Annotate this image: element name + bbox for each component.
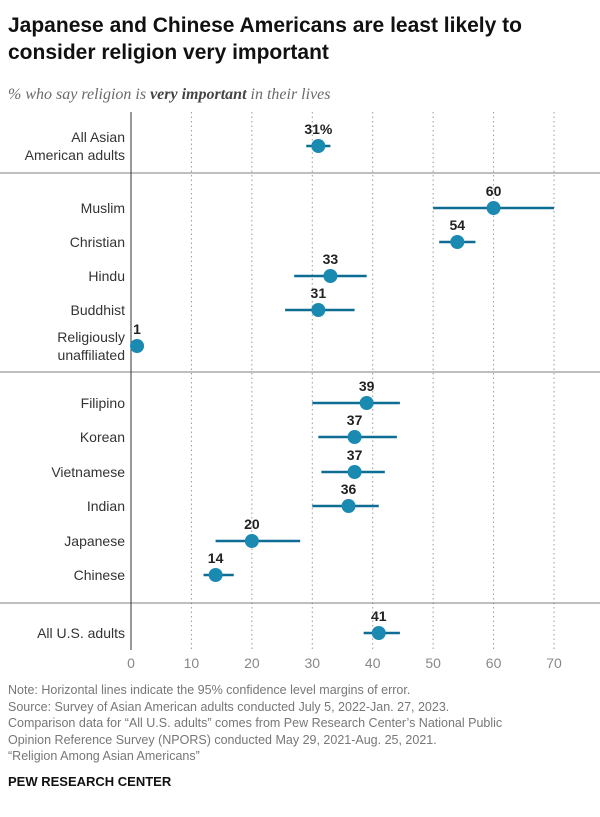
data-label: 14 [208, 550, 224, 566]
category-label-line: unaffiliated [58, 347, 125, 363]
category-label-line: Korean [80, 429, 125, 445]
data-label: 1 [133, 321, 141, 337]
category-label-line: Hindu [88, 268, 125, 284]
data-point [208, 568, 223, 582]
data-point [311, 139, 326, 153]
category-label-line: Christian [70, 234, 125, 250]
category-label: Indian [87, 498, 125, 514]
data-label: 39 [359, 378, 375, 394]
chart-subtitle: % who say religion is very important in … [8, 86, 331, 104]
report-title: “Religion Among Asian Americans” [8, 749, 200, 763]
data-label: 31% [304, 121, 333, 137]
data-point [323, 269, 338, 283]
category-label-line: Filipino [81, 395, 126, 411]
x-tick-label: 40 [365, 655, 381, 671]
subtitle-after: in their lives [246, 86, 331, 103]
category-label: All Asian American adults [25, 129, 125, 163]
data-label: 60 [486, 183, 502, 199]
x-axis-ticks: 0 10 20 30 40 50 60 70 [127, 655, 562, 671]
data-label: 54 [450, 217, 466, 233]
x-tick-label: 0 [127, 655, 135, 671]
source-line: Comparison data for “All U.S. adults” co… [8, 716, 503, 730]
data-label: 37 [347, 447, 363, 463]
x-tick-label: 10 [184, 655, 200, 671]
category-label-line: All Asian [71, 129, 125, 145]
chart-title: Japanese and Chinese Americans are least… [8, 14, 522, 64]
data-point [244, 534, 259, 548]
category-label: Filipino [81, 395, 126, 411]
data-marks: 31% 60 54 33 31 1 39 37 37 36 20 14 41 [130, 121, 554, 640]
data-point [450, 235, 465, 249]
x-tick-label: 50 [425, 655, 441, 671]
data-point [311, 303, 326, 317]
category-label-line: Muslim [81, 200, 125, 216]
data-point [371, 626, 386, 640]
category-label: Christian [70, 234, 125, 250]
category-label-line: Buddhist [71, 302, 126, 318]
data-point [486, 201, 501, 215]
category-label: Vietnamese [51, 464, 125, 480]
x-tick-label: 70 [546, 655, 562, 671]
source-line: Opinion Reference Survey (NPORS) conduct… [8, 732, 437, 747]
category-label-line: Religiously [57, 329, 125, 345]
x-tick-label: 60 [486, 655, 502, 671]
category-labels: All Asian American adults Muslim Christian H… [25, 129, 126, 641]
source-line: Source: Survey of Asian American adults … [8, 699, 450, 714]
category-label: All U.S. adults [37, 625, 125, 641]
subtitle-emphasis: very important [150, 86, 247, 103]
dot-plot-chart: 31% 60 54 33 31 1 39 37 37 36 20 14 41 All Asian Amer… [0, 112, 600, 671]
category-label: Hindu [88, 268, 125, 284]
subtitle-before: % who say religion is [8, 86, 151, 103]
data-label: 33 [323, 251, 339, 267]
data-point [341, 499, 356, 513]
category-label-line: Chinese [74, 567, 126, 583]
x-tick-label: 30 [304, 655, 320, 671]
category-label-line: Japanese [64, 533, 125, 549]
chart-notes: Note: Horizontal lines indicate the 95% … [8, 682, 593, 765]
x-tick-label: 20 [244, 655, 260, 671]
source-organization: PEW RESEARCH CENTER [8, 774, 172, 789]
data-point [347, 465, 362, 479]
note-line: Note: Horizontal lines indicate the 95% … [8, 683, 411, 697]
data-point [347, 430, 362, 444]
category-label: Chinese [74, 567, 126, 583]
category-label: Muslim [81, 200, 125, 216]
data-label: 41 [371, 608, 387, 624]
data-label: 20 [244, 516, 260, 532]
group-separators [0, 172, 600, 604]
category-label-line: All U.S. adults [37, 625, 125, 641]
category-label: Religiously unaffiliated [57, 329, 125, 363]
data-label: 37 [347, 412, 363, 428]
data-label: 31 [311, 285, 327, 301]
category-label-line: Indian [87, 498, 125, 514]
category-label-line: Vietnamese [51, 464, 125, 480]
data-point [130, 339, 145, 353]
category-label: Japanese [64, 533, 125, 549]
data-label: 36 [341, 481, 357, 497]
category-label: Korean [80, 429, 125, 445]
category-label-line: American adults [25, 147, 125, 163]
data-point [359, 396, 374, 410]
category-label: Buddhist [71, 302, 126, 318]
